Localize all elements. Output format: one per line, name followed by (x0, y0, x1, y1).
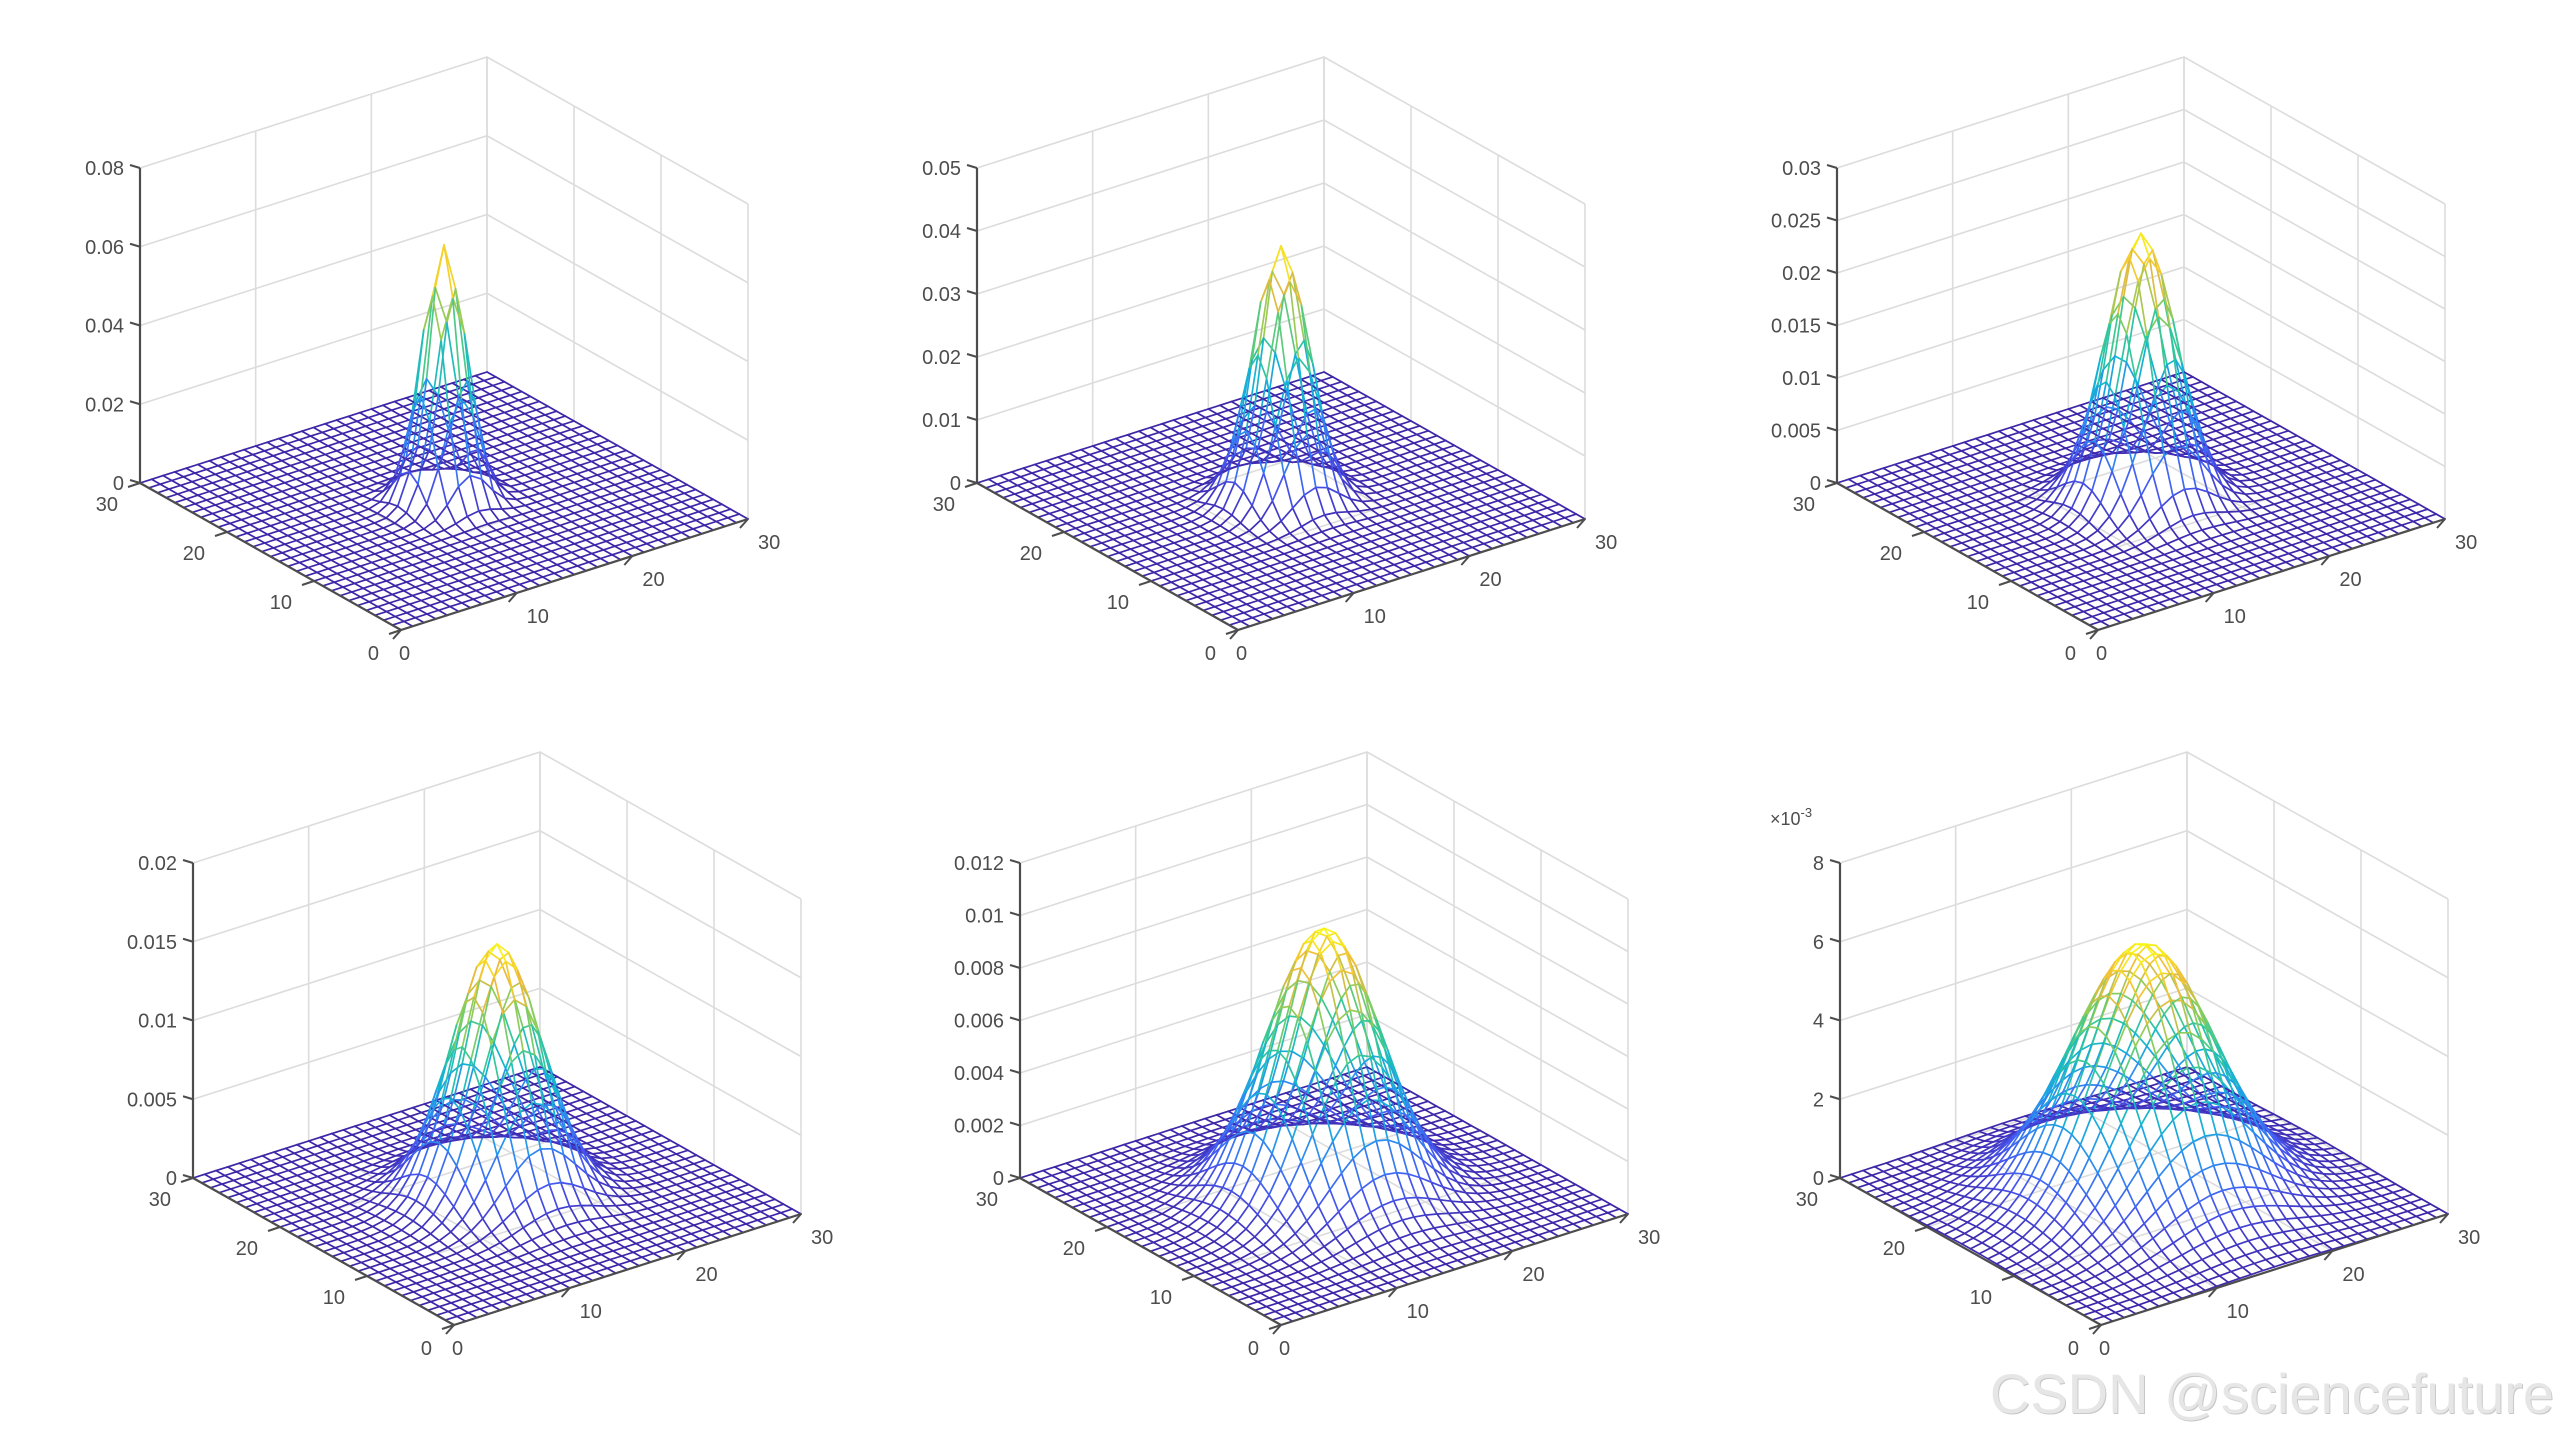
x-tick-label: 10 (527, 606, 549, 628)
z-tick-label: 0.02 (922, 347, 961, 369)
x-tick-label: 20 (2342, 1264, 2364, 1286)
x-tick-label: 10 (1364, 606, 1386, 628)
z-tick-label: 6 (1813, 932, 1824, 954)
z-tick-label: 0.002 (954, 1116, 1004, 1138)
z-tick-label: 0.004 (954, 1063, 1004, 1085)
z-tick-label: 2 (1813, 1089, 1824, 1111)
z-tick-label: 0.03 (1782, 158, 1821, 180)
z-tick-label: 0.08 (85, 158, 124, 180)
y-tick-label: 30 (933, 494, 955, 516)
x-tick-label: 0 (452, 1338, 463, 1360)
z-tick-label: 8 (1813, 853, 1824, 875)
y-tick-label: 0 (2065, 643, 2076, 665)
x-tick-label: 10 (2224, 606, 2246, 628)
x-tick-label: 20 (1479, 569, 1501, 591)
axes-grid (1840, 752, 2448, 1325)
z-tick-label: 0 (1813, 1168, 1824, 1190)
z-tick-label: 0.005 (1771, 421, 1821, 443)
axes (1840, 863, 2448, 1325)
axes-grid (1020, 752, 1628, 1325)
x-tick-label: 0 (1236, 643, 1247, 665)
z-tick-label: 0 (113, 473, 124, 495)
y-tick-label: 0 (1248, 1338, 1259, 1360)
x-tick-label: 30 (1595, 532, 1617, 554)
y-tick-label: 20 (1063, 1238, 1085, 1260)
z-tick-label: 0.05 (922, 158, 961, 180)
z-tick-label: 0 (1810, 473, 1821, 495)
x-tick-label: 30 (2455, 532, 2477, 554)
y-tick-label: 30 (1796, 1189, 1818, 1211)
x-tick-label: 10 (2227, 1301, 2249, 1323)
y-tick-label: 0 (2068, 1338, 2079, 1360)
x-tick-label: 10 (1407, 1301, 1429, 1323)
y-tick-label: 10 (323, 1287, 345, 1309)
z-tick-label: 0.015 (1771, 316, 1821, 338)
y-tick-label: 30 (149, 1189, 171, 1211)
z-tick-label: 0 (950, 473, 961, 495)
z-tick-label: 0.02 (1782, 263, 1821, 285)
mesh-plot-5: 00.0020.0040.0060.0080.010.0120102030010… (954, 752, 1660, 1360)
y-tick-label: 10 (1970, 1287, 1992, 1309)
y-tick-label: 30 (96, 494, 118, 516)
z-tick-label: 0.025 (1771, 211, 1821, 233)
y-tick-label: 0 (368, 643, 379, 665)
mesh-plot-3: 00.0050.010.0150.020.0250.03010203001020… (1771, 57, 2477, 665)
x-tick-label: 20 (1522, 1264, 1544, 1286)
z-tick-label: 0.015 (127, 932, 177, 954)
z-multiplier-label: ×10-3 (1770, 805, 1812, 829)
axes-grid (977, 57, 1585, 630)
y-tick-label: 30 (976, 1189, 998, 1211)
z-tick-label: 0.005 (127, 1089, 177, 1111)
z-tick-label: 0.01 (965, 906, 1004, 928)
y-tick-label: 10 (1967, 592, 1989, 614)
z-tick-label: 0.008 (954, 958, 1004, 980)
y-tick-label: 20 (183, 543, 205, 565)
x-tick-label: 20 (695, 1264, 717, 1286)
y-tick-label: 10 (1107, 592, 1129, 614)
z-tick-label: 0.01 (922, 410, 961, 432)
x-tick-label: 30 (2458, 1227, 2480, 1249)
x-tick-label: 0 (1279, 1338, 1290, 1360)
z-tick-label: 0.01 (1782, 368, 1821, 390)
z-tick-label: 0.02 (138, 853, 177, 875)
z-tick-label: 4 (1813, 1011, 1824, 1033)
x-tick-label: 30 (1638, 1227, 1660, 1249)
y-tick-label: 20 (236, 1238, 258, 1260)
x-tick-label: 0 (2099, 1338, 2110, 1360)
z-tick-label: 0.02 (85, 394, 124, 416)
y-tick-label: 20 (1020, 543, 1042, 565)
y-tick-label: 0 (421, 1338, 432, 1360)
y-tick-label: 20 (1883, 1238, 1905, 1260)
x-tick-label: 30 (811, 1227, 833, 1249)
z-tick-label: 0.04 (85, 316, 124, 338)
z-tick-label: 0.006 (954, 1011, 1004, 1033)
y-tick-label: 30 (1793, 494, 1815, 516)
x-tick-label: 20 (642, 569, 664, 591)
z-tick-label: 0.04 (922, 221, 961, 243)
x-tick-label: 20 (2339, 569, 2361, 591)
x-tick-label: 0 (399, 643, 410, 665)
x-axis-line (1281, 1214, 1628, 1325)
x-tick-label: 30 (758, 532, 780, 554)
z-tick-label: 0.06 (85, 237, 124, 259)
watermark: CSDN @sciencefuture (1990, 1361, 2554, 1426)
z-tick-label: 0.03 (922, 284, 961, 306)
z-tick-label: 0 (166, 1168, 177, 1190)
z-tick-label: 0.01 (138, 1011, 177, 1033)
y-tick-label: 10 (1150, 1287, 1172, 1309)
x-tick-label: 10 (580, 1301, 602, 1323)
z-tick-label: 0 (993, 1168, 1004, 1190)
y-tick-label: 10 (270, 592, 292, 614)
x-tick-label: 0 (2096, 643, 2107, 665)
z-tick-label: 0.012 (954, 853, 1004, 875)
y-tick-label: 20 (1880, 543, 1902, 565)
y-tick-label: 0 (1205, 643, 1216, 665)
